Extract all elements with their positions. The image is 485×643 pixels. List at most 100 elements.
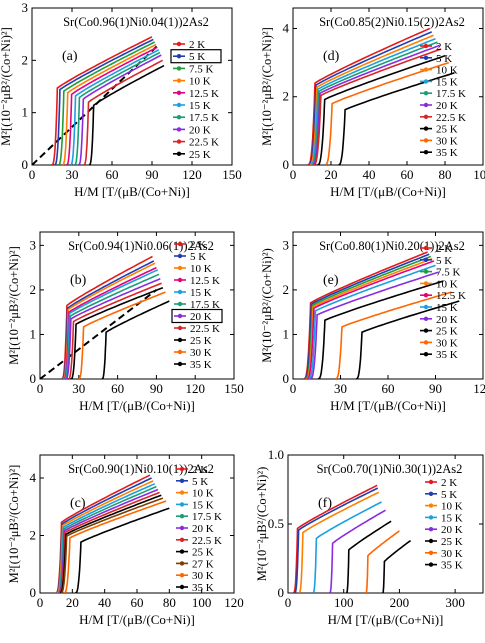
series-line (317, 280, 444, 379)
y-axis-label: M²[(10⁻²μB²/(Co+Ni)²] (7, 465, 21, 584)
x-tick-label: 0 (290, 381, 297, 396)
legend-marker (179, 502, 185, 507)
series-line (67, 282, 162, 379)
x-tick-label: 0 (37, 381, 44, 396)
x-tick-label: 30 (72, 381, 85, 396)
series-line (313, 48, 442, 165)
x-tick-label: 0 (37, 595, 44, 610)
x-tick-label: 120 (473, 381, 485, 396)
panel-f: 0 100 200 300 0 0.5 1.0 H/M [T/(μB/(Co+Ni)] M²(1… (255, 447, 484, 627)
legend-marker (176, 90, 182, 96)
y-tick-label: 2 (22, 52, 29, 67)
x-tick-label: 60 (131, 595, 144, 610)
y-tick-label: 2 (283, 89, 290, 104)
x-tick-label: 0 (285, 595, 292, 610)
y-axis-label: M²[(10⁻²μB²/(Co+Ni)²] (7, 246, 21, 365)
y-tick-label: 3 (30, 237, 37, 252)
x-tick-label: 120 (185, 381, 205, 396)
series-line (311, 41, 438, 165)
y-tick-label: 0 (283, 157, 290, 172)
legend-label: 20 K (192, 523, 214, 535)
series-line (305, 257, 433, 379)
series-line (70, 286, 164, 379)
legend-marker (179, 537, 185, 542)
legend-marker (423, 43, 429, 49)
x-tick-label: 120 (224, 595, 244, 610)
legend-label: 25 K (190, 335, 212, 347)
plot-frame (292, 7, 484, 166)
y-tick-label: 0 (30, 585, 37, 600)
legend-label: 20 K (189, 124, 211, 136)
series-line (78, 54, 162, 165)
legend-label: 10 K (441, 501, 463, 513)
y-tick-label: 0 (278, 585, 285, 600)
panel-c: 0 20 40 60 80 100 120 0 2 4 H/M [T/(μB/(Co+Ni)] M²[… (7, 454, 244, 627)
series-line (65, 278, 161, 379)
x-tick-label: 150 (224, 381, 244, 396)
legend-marker (179, 573, 185, 578)
legend-label: 25 K (192, 547, 214, 559)
series-line (329, 509, 386, 593)
series-line (88, 64, 165, 165)
legend-label: 30 K (190, 347, 212, 359)
plot-frame (31, 7, 233, 166)
x-tick-label: 40 (98, 595, 111, 610)
y-axis-label: M²(10⁻²μB²/(Co+Ni)²) (260, 248, 274, 363)
legend-marker (176, 78, 182, 83)
series-line (101, 300, 170, 379)
y-tick-label: 0 (30, 371, 37, 386)
legend-label: 2 K (189, 39, 205, 51)
chart-title: Sr(Co0.96(1)Ni0.04(1))2As2 (63, 15, 209, 29)
y-tick-label: 4 (30, 470, 37, 485)
x-tick-label: 80 (439, 167, 452, 182)
series-line (83, 59, 164, 165)
series-line (324, 61, 450, 165)
legend-label: 25 K (436, 326, 458, 338)
x-tick-label: 0 (290, 167, 297, 182)
x-tick-label: 0 (29, 167, 36, 182)
y-tick-label: 0.5 (268, 516, 284, 531)
legend-marker (177, 337, 183, 343)
x-tick-label: 60 (401, 167, 414, 182)
legend-marker (177, 253, 183, 259)
legend-marker (423, 67, 429, 72)
legend-label: 2 K (436, 243, 452, 255)
legend-label: 30 K (436, 135, 458, 147)
legend-marker (428, 503, 434, 508)
legend-label: 20 K (190, 311, 212, 323)
legend-label: 12.5 K (190, 275, 220, 287)
panel-label: (f) (318, 496, 332, 511)
series-line (292, 484, 378, 593)
series-line (312, 44, 440, 165)
x-tick-label: 60 (111, 381, 124, 396)
x-axis-label: H/M [T/(μB/(Co+Ni)] (79, 398, 195, 413)
x-tick-label: 90 (429, 381, 442, 396)
legend-label: 2 K (441, 477, 457, 489)
x-tick-label: 200 (390, 595, 410, 610)
legend-marker (176, 41, 182, 47)
legend-label: 15 K (190, 287, 212, 299)
legend-marker (177, 361, 183, 367)
legend-label: 5 K (190, 251, 206, 263)
x-tick-label: 20 (66, 595, 79, 610)
legend-label: 5 K (441, 489, 457, 501)
panel-label: (d) (323, 49, 340, 64)
legend-label: 5 K (436, 53, 452, 65)
series-line (75, 507, 170, 593)
x-tick-label: 20 (325, 167, 338, 182)
x-tick-label: 40 (363, 167, 376, 182)
legend-highlight-box (171, 308, 223, 324)
legend-marker (423, 126, 429, 131)
series-line (74, 51, 161, 165)
y-tick-label: 3 (22, 0, 29, 15)
legend-label: 10 K (436, 65, 458, 77)
y-tick-label: 0 (22, 157, 29, 172)
legend-marker (428, 491, 434, 496)
legend-marker (428, 515, 434, 520)
series-line (51, 36, 153, 165)
series-line (308, 31, 433, 165)
legend-marker (177, 241, 183, 247)
legend-marker (176, 151, 182, 156)
series-line (317, 55, 446, 165)
